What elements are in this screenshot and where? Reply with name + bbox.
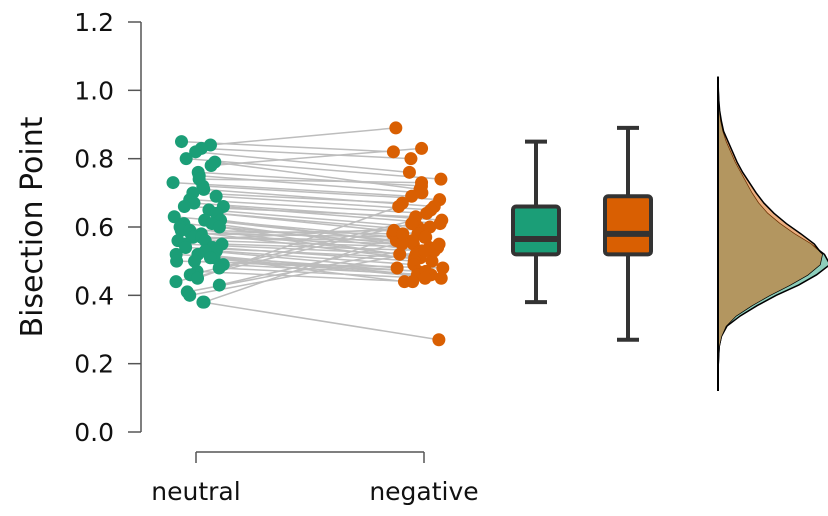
boxplots <box>511 125 653 342</box>
point-negative <box>423 220 437 234</box>
pair-line <box>199 175 422 194</box>
point-negative <box>392 200 406 213</box>
y-tick-label: 0.2 <box>74 350 114 379</box>
y-tick-label: 1.2 <box>74 8 114 37</box>
density-overlap <box>718 76 823 371</box>
pair-line <box>192 192 403 204</box>
point-negative <box>425 254 439 268</box>
point-neutral <box>196 295 210 309</box>
point-negative <box>433 217 447 231</box>
point-negative <box>395 237 409 251</box>
point-negative <box>386 145 400 159</box>
y-ticks: 0.0 0.2 0.4 0.6 0.8 1.0 1.2 <box>74 8 141 447</box>
point-negative <box>393 247 407 261</box>
pair-line <box>195 151 410 174</box>
point-neutral <box>169 275 183 289</box>
point-neutral <box>197 182 211 196</box>
pair-line <box>208 209 419 228</box>
pair-line <box>198 171 422 187</box>
box <box>603 194 653 257</box>
point-negative <box>418 271 432 285</box>
pair-line <box>181 140 394 153</box>
pair-line <box>214 161 421 191</box>
point-negative <box>389 121 403 135</box>
point-neutral <box>212 220 226 234</box>
point-neutral <box>209 189 223 203</box>
point-neutral <box>170 254 184 268</box>
point-negative <box>396 227 410 241</box>
pair-line <box>205 250 398 269</box>
point-neutral <box>189 145 203 159</box>
point-negative <box>405 234 419 248</box>
point-neutral <box>203 251 217 265</box>
boxplot-negative <box>603 125 653 342</box>
x-tick-label-negative: negative <box>369 477 478 506</box>
point-neutral <box>179 152 193 166</box>
pair-line <box>210 127 396 146</box>
pair-line <box>197 270 413 283</box>
point-neutral <box>212 278 226 292</box>
point-negative <box>406 275 420 289</box>
point-neutral <box>212 261 226 275</box>
point-neutral <box>177 200 191 213</box>
point-negative <box>432 237 446 251</box>
point-negative <box>418 244 432 258</box>
point-neutral <box>204 159 218 172</box>
point-neutral <box>175 135 189 149</box>
y-tick-label: 0.8 <box>74 145 114 174</box>
point-neutral <box>191 271 205 285</box>
point-negative <box>434 172 448 186</box>
pair-line <box>201 147 411 160</box>
point-negative <box>415 176 429 190</box>
pair-line <box>172 181 412 197</box>
pair-line <box>199 178 422 184</box>
pair-line <box>186 157 441 180</box>
point-neutral <box>179 241 193 254</box>
point-neutral <box>183 288 197 302</box>
point-negative <box>405 189 419 203</box>
y-tick-label: 0.4 <box>74 281 114 310</box>
point-neutral <box>167 210 181 224</box>
pair-line <box>211 147 422 167</box>
pair-line <box>189 250 426 297</box>
point-negative <box>436 261 450 275</box>
point-negative <box>420 206 434 220</box>
pair-line <box>219 267 426 279</box>
point-negative <box>415 141 429 155</box>
point-negative <box>402 165 416 179</box>
point-neutral <box>188 254 202 268</box>
pair-line <box>213 257 442 279</box>
point-negative <box>432 333 446 347</box>
point-negative <box>405 217 419 231</box>
pair-line <box>202 301 439 341</box>
point-negative <box>434 271 448 285</box>
point-negative <box>404 152 418 166</box>
point-negative <box>415 186 429 200</box>
points <box>166 121 450 347</box>
pair-line <box>197 205 399 279</box>
box <box>511 204 561 257</box>
y-axis-label: Bisection Point <box>15 116 50 337</box>
x-tick-label-neutral: neutral <box>151 477 240 506</box>
point-negative <box>419 230 433 244</box>
y-tick-label: 0.0 <box>74 418 114 447</box>
boxplot-neutral <box>511 139 561 305</box>
density-clouds <box>717 76 828 391</box>
point-negative <box>390 261 404 275</box>
pair-line <box>193 202 442 221</box>
pair-line <box>223 205 441 225</box>
pair-line <box>216 250 414 266</box>
pair-line <box>203 233 404 303</box>
y-tick-label: 0.6 <box>74 213 114 242</box>
point-neutral <box>166 176 180 190</box>
y-tick-label: 1.0 <box>74 76 114 105</box>
